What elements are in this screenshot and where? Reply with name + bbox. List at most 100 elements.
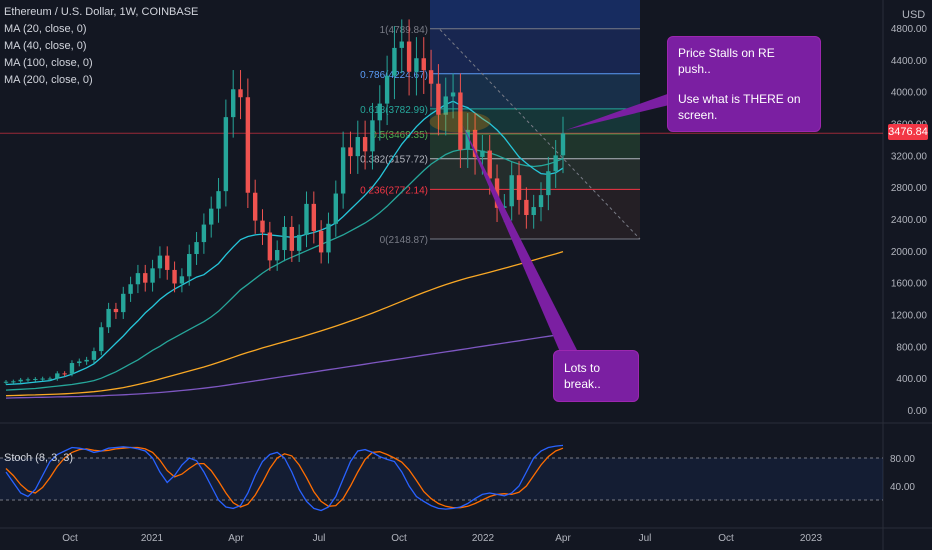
symbol-title[interactable]: Ethereum / U.S. Dollar, 1W, COINBASE [4,6,199,18]
candle-body [348,147,353,157]
fib-trend-line [439,29,641,240]
fib-zone [430,133,640,159]
stoch-k-line [5,444,564,512]
fib-level-label: 0.382(3157.72) [360,155,428,166]
chart-legend: Ethereum / U.S. Dollar, 1W, COINBASE MA … [4,4,198,89]
candle-body [201,224,207,243]
x-tick-label: Oct [391,533,407,544]
ma200-label[interactable]: MA (200, close, 0) [4,74,93,86]
last-price-tag: 3476.84 [888,124,928,140]
candle-body [150,268,155,283]
candle-body [77,361,82,364]
y-tick-label: 2800.00 [891,183,928,194]
highlight-ellipse [429,111,491,133]
candle-body [311,203,317,231]
x-tick-label: 2021 [141,533,164,544]
candle-body [223,117,229,192]
stoch-tick-label: 40.00 [890,482,915,493]
candle-body [99,327,104,352]
candle-body [179,276,185,284]
candle-body [172,269,177,284]
candle-body [304,203,309,235]
fib-level-label: 0(2148.87) [380,235,428,246]
y-tick-label: 400.00 [896,374,927,385]
fib-level-label: 0.618(3782.99) [360,105,428,116]
candle-body [40,378,45,380]
stoch-d-line [5,446,564,509]
candle-body [355,137,360,157]
candle-body [143,273,148,283]
fib-extension-zone [430,0,640,29]
candle-body [377,103,382,121]
candle-body [450,92,456,97]
y-tick-label: 800.00 [896,342,927,353]
fib-level-label: 1(4789.84) [380,25,428,36]
candle-body [392,47,397,76]
candle-body [25,379,31,381]
y-tick-label: 0.00 [908,406,928,417]
candle-body [194,242,199,255]
candle-body [370,120,375,152]
candle-body [33,378,38,380]
x-tick-label: Apr [555,533,571,544]
candle-body [406,41,412,72]
candle-body [546,171,551,196]
candle-body [472,129,478,157]
candle-body [465,129,470,150]
candle-body [216,191,221,209]
candle-body [238,89,243,98]
y-tick-label: 1600.00 [891,279,928,290]
y-tick-label: 3200.00 [891,151,928,162]
candle-body [516,175,522,200]
candle-body [480,150,485,157]
stoch-tick-label: 80.00 [890,454,915,465]
ma100-line [5,250,564,397]
candle-body [165,255,170,270]
callout-bottom-pointer [462,124,578,352]
candle-body [318,230,324,253]
candle-body [187,254,192,277]
ma40-label[interactable]: MA (40, close, 0) [4,40,87,52]
x-tick-label: Jul [313,533,326,544]
candle-body [509,175,514,207]
fib-zone [430,28,640,74]
candle-body [113,308,119,313]
candle-body [62,373,67,375]
x-tick-label: 2022 [472,533,495,544]
candle-body [11,381,16,383]
fib-zone [430,73,640,109]
callout-lots-to-break: Lots to break.. [553,350,639,402]
y-tick-label: 4000.00 [891,88,928,99]
callout-price-stalls: Price Stalls on RE push.. Use what is TH… [667,36,821,132]
candle-body [443,96,448,115]
ma100-label[interactable]: MA (100, close, 0) [4,57,93,69]
y-tick-label: 2000.00 [891,247,928,258]
candle-body [3,381,9,383]
stoch-legend[interactable]: Stoch (8, 3, 3) [4,452,74,464]
candle-body [106,308,111,328]
fib-level-label: 0.236(2772.14) [360,185,428,196]
candle-body [362,137,368,152]
candle-body [282,226,287,251]
candle-body [531,207,536,216]
candle-body [55,373,60,379]
candle-body [91,351,97,360]
callout-price-stalls-line2: Use what is THERE on screen. [678,92,801,122]
x-tick-label: 2023 [800,533,823,544]
y-tick-label: 1200.00 [891,311,928,322]
candle-body [135,273,141,285]
y-tick-label: 4400.00 [891,56,928,67]
candle-body [560,133,566,156]
candle-body [524,199,529,216]
x-tick-label: Jul [639,533,652,544]
candle-body [121,293,126,313]
candle-body [209,208,214,225]
ma20-label[interactable]: MA (20, close, 0) [4,23,87,35]
callout-top-pointer [566,86,690,130]
candle-body [428,70,434,84]
candle-body [230,89,236,118]
candle-body [84,359,89,362]
candle-body [252,192,258,221]
candle-body [128,284,133,294]
